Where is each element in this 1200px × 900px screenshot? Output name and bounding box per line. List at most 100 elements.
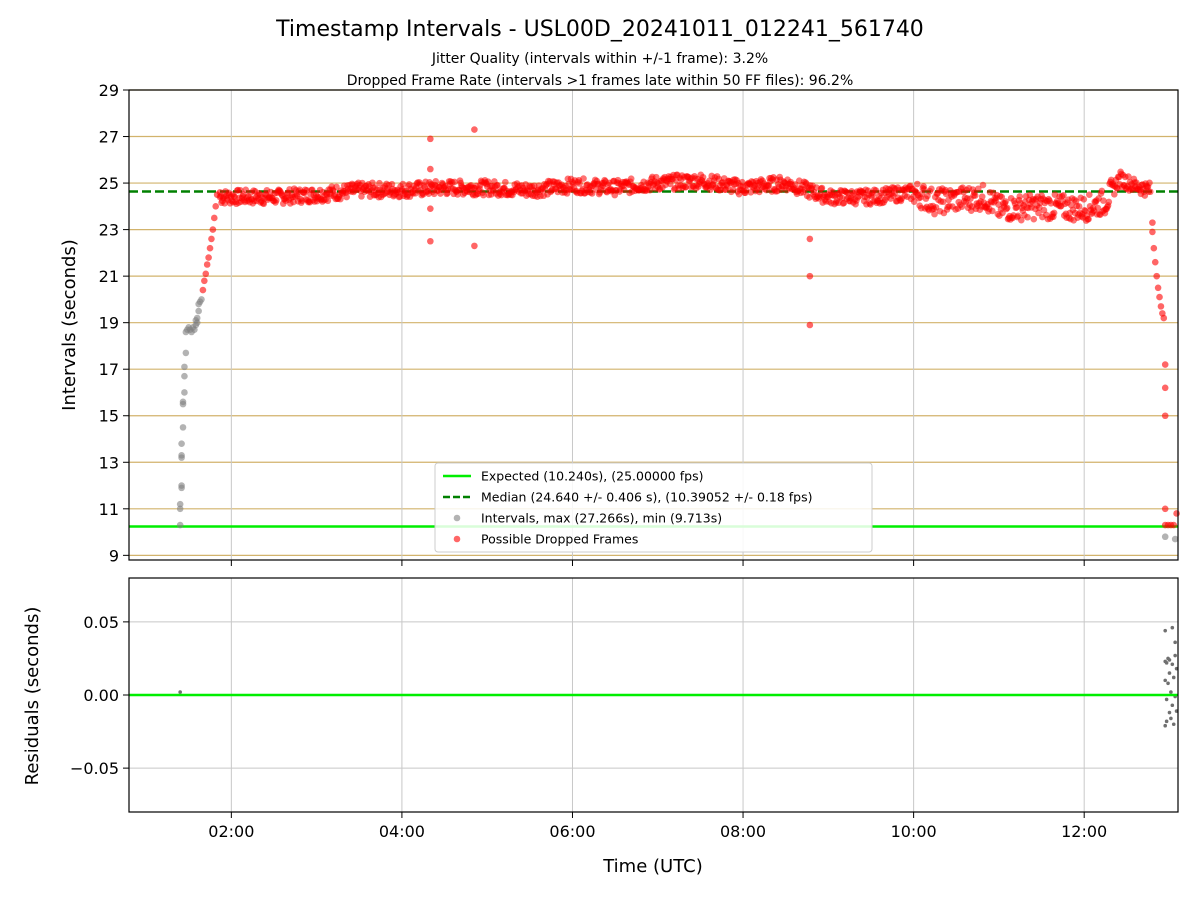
dropped-frame-point: [1161, 384, 1169, 392]
dropped-frame-point: [1149, 228, 1156, 236]
interval-point: [193, 314, 201, 322]
bottom-y-tick-label: −0.05: [70, 759, 119, 778]
dropped-frame-point: [333, 183, 340, 191]
dropped-frame-point: [1111, 191, 1118, 198]
interval-point: [176, 505, 184, 513]
dropped-frame-point: [480, 191, 487, 199]
dropped-frame-point: [1094, 204, 1102, 212]
dropped-frame-point: [971, 192, 979, 199]
interval-point: [195, 307, 202, 315]
dropped-frame-point: [1100, 197, 1107, 204]
dropped-frame-point: [432, 178, 440, 185]
dropped-frame-point: [399, 180, 407, 188]
legend-entry: Intervals, max (27.266s), min (9.713s): [481, 511, 722, 526]
residual-point: [1167, 671, 1172, 675]
dropped-frame-point: [1160, 314, 1168, 322]
interval-point: [181, 372, 188, 380]
residual-point: [1167, 710, 1172, 715]
dropped-frame-point: [1157, 303, 1165, 310]
residual-point: [1163, 723, 1168, 728]
legend-entry: Median (24.640 +/- 0.406 s), (10.39052 +…: [481, 490, 812, 505]
x-tick-label: 04:00: [379, 822, 425, 841]
dropped-frame-point: [1161, 505, 1169, 513]
dropped-frame-point: [1060, 192, 1067, 199]
dropped-frame-point: [978, 193, 986, 200]
bottom-panel-frame: [128, 577, 1179, 813]
dropped-frame-point: [1016, 193, 1024, 200]
dropped-frame-point: [998, 193, 1006, 201]
dropped-frame-point: [1146, 188, 1154, 196]
interval-point: [178, 451, 185, 459]
dropped-frame-point: [337, 195, 344, 203]
x-axis-label: Time (UTC): [602, 856, 703, 877]
dropped-frame-point: [979, 181, 987, 189]
top-y-tick-label: 15: [99, 407, 119, 426]
dropped-frame-point: [210, 214, 218, 222]
dropped-frame-point: [324, 197, 332, 205]
residual-point: [1164, 719, 1169, 724]
residual-point: [1166, 681, 1170, 686]
dropped-frame-point: [494, 181, 501, 189]
dropped-frame-point: [939, 198, 947, 206]
dropped-frame-point: [1080, 195, 1088, 203]
dropped-frame-point: [872, 187, 880, 194]
bottom-y-axis-label: Residuals (seconds): [22, 607, 43, 786]
bottom-y-tick-label: 0.05: [83, 613, 119, 632]
dropped-frame-point: [202, 270, 210, 278]
dropped-frame-point: [216, 189, 224, 196]
x-tick-label: 12:00: [1061, 822, 1107, 841]
legend-entry: Possible Dropped Frames: [481, 532, 638, 547]
dropped-frame-point: [1085, 215, 1092, 223]
residual-point: [178, 690, 182, 694]
top-y-tick-label: 29: [99, 81, 119, 100]
dropped-frame-point: [1153, 272, 1160, 280]
top-y-tick-label: 25: [99, 174, 119, 193]
dropped-frame-point: [1003, 204, 1011, 212]
dropped-frame-point: [910, 198, 918, 205]
dropped-frame-point: [471, 126, 478, 133]
dropped-frame-point: [1173, 510, 1180, 517]
interval-point: [179, 424, 187, 431]
top-y-tick-label: 13: [99, 453, 119, 472]
dropped-frame-point: [974, 185, 982, 193]
dropped-frame-point: [699, 173, 707, 181]
interval-point: [178, 440, 185, 447]
dropped-frame-point: [1125, 173, 1132, 180]
interval-point: [182, 349, 190, 357]
dropped-frame-point: [358, 193, 365, 200]
top-y-tick-label: 27: [99, 128, 119, 147]
legend-entry: Expected (10.240s), (25.00000 fps): [481, 469, 703, 484]
dropped-frame-point: [209, 226, 217, 233]
dropped-frame-point: [388, 180, 396, 188]
legend-swatch-intervals: [453, 514, 461, 522]
interval-point: [1171, 535, 1179, 543]
dropped-frame-point: [958, 203, 966, 210]
top-panel-frame: [128, 89, 1179, 561]
dropped-frame-point: [205, 254, 212, 261]
interval-point: [179, 398, 187, 406]
x-tick-label: 08:00: [720, 822, 766, 841]
dropped-frame-point: [1075, 203, 1083, 210]
top-y-tick-label: 11: [99, 500, 119, 519]
residual-point: [1167, 658, 1172, 662]
dropped-frame-point: [914, 180, 921, 188]
top-y-axis-label: Intervals (seconds): [59, 239, 80, 411]
x-tick-label: 02:00: [208, 822, 254, 841]
bottom-panel-marks: [129, 625, 1179, 728]
interval-point: [176, 521, 184, 529]
dropped-frame-point: [203, 261, 211, 268]
dropped-frame-point: [427, 205, 434, 212]
dropped-frame-point: [989, 207, 996, 215]
dropped-frame-point: [427, 135, 434, 143]
dropped-frame-point: [818, 184, 826, 192]
dropped-frame-point: [1105, 198, 1113, 206]
residual-point: [1170, 625, 1175, 630]
x-tick-label: 10:00: [891, 822, 937, 841]
dropped-frame-point: [806, 235, 814, 243]
dropped-frame-point: [1050, 209, 1058, 217]
dropped-frame-point: [627, 175, 635, 182]
dropped-frame-point: [212, 203, 220, 210]
residual-point: [1163, 678, 1168, 683]
bottom-y-tick-label: 0.00: [83, 686, 119, 705]
